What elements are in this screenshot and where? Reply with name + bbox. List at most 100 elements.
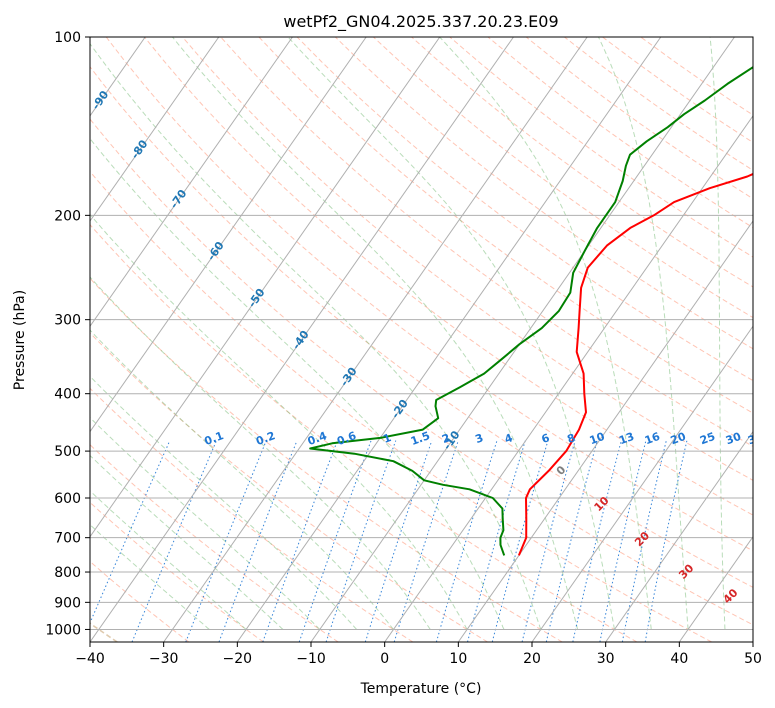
moist-adiabat xyxy=(90,524,210,630)
mixing-ratio-label: 0.6 xyxy=(335,429,358,448)
mixing-ratio-label: 0.1 xyxy=(203,429,226,448)
isotherm xyxy=(163,37,588,642)
mixing-ratio-line xyxy=(599,440,647,642)
dewpoint-line xyxy=(309,66,753,556)
isotherm xyxy=(236,37,662,642)
mixing-ratio-label: 20 xyxy=(669,430,688,448)
mixing-ratio-label: 0.4 xyxy=(306,429,329,448)
mixing-ratio-label: 6 xyxy=(540,431,552,446)
moist-adiabat xyxy=(90,276,431,630)
y-axis-title: Pressure (hPa) xyxy=(12,290,28,390)
y-tick-label: 800 xyxy=(54,565,81,581)
y-tick-label: 500 xyxy=(54,444,81,460)
mixing-ratio-label: 8 xyxy=(565,431,577,446)
moist-adiabat xyxy=(90,137,505,630)
temperature-line xyxy=(517,172,753,556)
mixing-ratio-line xyxy=(621,440,667,642)
isotherm xyxy=(384,114,753,642)
mixing-ratio-line xyxy=(298,440,372,642)
mixing-ratio-label: 1.5 xyxy=(409,429,432,448)
mixing-ratio-label: 4 xyxy=(503,431,515,446)
mixing-ratio-label: 10 xyxy=(588,430,607,448)
dry-adiabat xyxy=(144,37,753,516)
x-tick-label: −30 xyxy=(149,651,179,667)
mixing-ratio-line xyxy=(572,440,622,642)
isotherm xyxy=(90,37,514,642)
moist-adiabat xyxy=(598,37,689,630)
y-tick-label: 100 xyxy=(54,30,81,46)
x-tick-label: 40 xyxy=(670,651,688,667)
mixing-ratio-line xyxy=(491,440,549,642)
isotherm xyxy=(678,535,753,642)
moist-adiabat xyxy=(287,37,615,630)
y-tick-label: 200 xyxy=(54,208,81,224)
mixing-ratio-line xyxy=(467,440,526,642)
dry-adiabat xyxy=(296,37,753,382)
moist-adiabat xyxy=(90,213,468,630)
isotherm xyxy=(531,325,753,642)
mixing-ratio-label: 36 xyxy=(746,430,765,448)
y-tick-label: 700 xyxy=(54,531,81,547)
mixing-ratio-line xyxy=(435,440,498,642)
mixing-ratio-line xyxy=(90,440,171,625)
x-axis-title: Temperature (°C) xyxy=(360,681,482,697)
x-tick-label: −40 xyxy=(75,651,105,667)
pressure-gridlines xyxy=(90,37,753,630)
x-tick-label: 20 xyxy=(523,651,541,667)
isotherm xyxy=(90,37,293,328)
x-tick-label: −20 xyxy=(223,651,253,667)
y-tick-label: 900 xyxy=(54,595,81,611)
dry-adiabat xyxy=(334,37,753,350)
moist-adiabat xyxy=(90,42,542,630)
axis-ticks: −40 −30 −20 −10 0 10 20 30 40 5010020030040050060… xyxy=(45,30,762,667)
isotherm xyxy=(310,37,735,642)
isotherm xyxy=(605,430,753,642)
mixing-ratio-line xyxy=(521,440,576,642)
isotherm xyxy=(457,220,753,642)
mixing-ratio-line xyxy=(545,440,598,642)
mixing-ratio-line xyxy=(644,440,688,642)
dry-adiabat xyxy=(90,277,563,642)
x-tick-label: 30 xyxy=(597,651,615,667)
chart-title: wetPf2_GN04.2025.337.20.23.E09 xyxy=(283,12,558,32)
y-tick-label: 400 xyxy=(54,387,81,403)
mixing-ratio-line xyxy=(262,440,338,642)
moist-adiabat xyxy=(709,37,726,630)
dry-adiabat xyxy=(90,332,488,642)
dry-adiabat xyxy=(90,170,712,642)
moist-adiabat xyxy=(90,416,321,630)
dry-adiabat xyxy=(90,118,753,626)
dry-adiabat xyxy=(90,560,190,642)
dry-adiabat xyxy=(182,37,753,481)
dry-adiabat xyxy=(90,223,638,642)
isotherm xyxy=(90,37,367,433)
isotherm xyxy=(90,37,220,222)
moist-adiabat xyxy=(172,37,579,630)
x-tick-label: −10 xyxy=(296,651,326,667)
mixing-ratio-label: 30 xyxy=(724,430,743,448)
plot-frame xyxy=(89,36,754,643)
profile-series xyxy=(309,66,753,556)
moist-adiabat xyxy=(90,375,357,630)
y-tick-label: 300 xyxy=(54,313,81,329)
reference-lines xyxy=(90,37,753,642)
dry-adiabat xyxy=(90,387,414,642)
y-tick-label: 1000 xyxy=(45,622,81,638)
mixing-ratio-line xyxy=(393,440,459,642)
y-tick-label: 600 xyxy=(54,491,81,507)
x-tick-label: 0 xyxy=(380,651,389,667)
mixing-ratio-label: 16 xyxy=(643,430,662,448)
x-tick-label: 50 xyxy=(744,651,762,667)
mixing-ratio-line xyxy=(131,440,217,642)
mixing-ratio-label: 25 xyxy=(698,430,717,447)
mixing-ratio-label: 13 xyxy=(617,430,636,447)
isotherm xyxy=(90,37,441,538)
moist-adiabat xyxy=(439,37,652,630)
mixing-ratio-label: 1 xyxy=(381,431,393,446)
mixing-ratio-label: 0.2 xyxy=(254,429,277,448)
dry-adiabat xyxy=(90,66,753,588)
x-tick-label: 10 xyxy=(449,651,467,667)
mixing-ratio-label: 2 xyxy=(440,431,452,446)
